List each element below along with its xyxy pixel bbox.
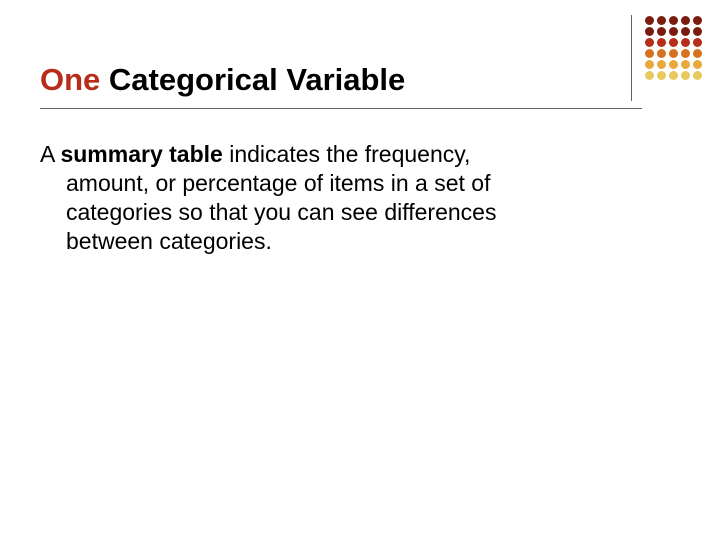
dot-icon [645, 16, 654, 25]
dot-icon [645, 27, 654, 36]
dot-icon [657, 27, 666, 36]
dot-icon [645, 49, 654, 58]
dot-icon [669, 71, 678, 80]
dot-icon [681, 27, 690, 36]
dot-icon [693, 38, 702, 47]
corner-dots-decoration [645, 16, 702, 82]
dot-icon [693, 71, 702, 80]
dot-icon [657, 71, 666, 80]
dot-icon [645, 38, 654, 47]
title-highlight-word: One [40, 62, 100, 97]
title-rest: Categorical Variable [100, 62, 405, 97]
dot-icon [681, 60, 690, 69]
dot-icon [681, 16, 690, 25]
dot-icon [693, 27, 702, 36]
body-line-2: amount, or percentage of items in a set … [40, 169, 642, 198]
dot-icon [669, 16, 678, 25]
slide: One Categorical Variable A summary table… [0, 0, 720, 540]
dot-icon [645, 60, 654, 69]
dot-icon [681, 71, 690, 80]
body-text: A summary table indicates the frequency,… [40, 140, 642, 256]
dot-icon [657, 38, 666, 47]
dot-icon [657, 16, 666, 25]
dot-icon [669, 60, 678, 69]
dot-icon [669, 49, 678, 58]
dot-icon [681, 49, 690, 58]
dot-row [645, 60, 702, 69]
body-line-1: A summary table indicates the frequency, [40, 140, 642, 169]
body-line1-prefix: A [40, 141, 60, 167]
dot-icon [693, 49, 702, 58]
title-area: One Categorical Variable [40, 62, 642, 109]
dot-icon [657, 60, 666, 69]
dot-row [645, 16, 702, 25]
body-line1-suffix: indicates the frequency, [223, 141, 471, 167]
dot-row [645, 71, 702, 80]
body-line-3: categories so that you can see differenc… [40, 198, 642, 227]
dot-row [645, 49, 702, 58]
dot-icon [669, 27, 678, 36]
body-line-4: between categories. [40, 227, 642, 256]
body-area: A summary table indicates the frequency,… [40, 140, 642, 256]
dot-icon [645, 71, 654, 80]
slide-title: One Categorical Variable [40, 62, 642, 109]
body-line1-bold: summary table [60, 141, 222, 167]
dot-icon [681, 38, 690, 47]
dot-icon [693, 60, 702, 69]
dot-row [645, 27, 702, 36]
dot-icon [693, 16, 702, 25]
dot-icon [657, 49, 666, 58]
dot-row [645, 38, 702, 47]
dot-icon [669, 38, 678, 47]
